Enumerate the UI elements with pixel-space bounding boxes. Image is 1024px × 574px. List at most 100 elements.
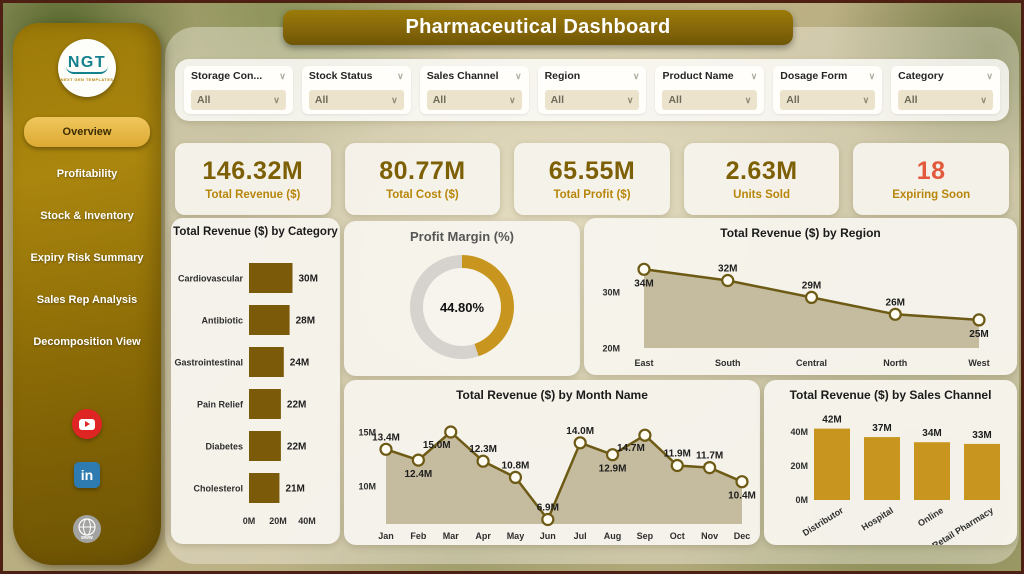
- sidebar-item-profitability[interactable]: Profitability: [56, 168, 118, 180]
- chevron-down-icon: ∨: [980, 94, 988, 105]
- sales-channel-bar-chart[interactable]: 40M 20M 0M 42M Distributor 37M Hospital 34M Onli…: [764, 406, 1017, 545]
- filter-field-header[interactable]: Category ∨: [898, 70, 993, 82]
- data-point-central[interactable]: [804, 290, 819, 305]
- sidebar-item-expiry-risk-summary[interactable]: Expiry Risk Summary: [30, 252, 144, 264]
- svg-text:Pain Relief: Pain Relief: [197, 400, 244, 410]
- data-point-west[interactable]: [972, 313, 986, 327]
- kpi-label: Total Profit ($): [553, 189, 631, 201]
- filter-value-dropdown[interactable]: All ∨: [544, 90, 640, 110]
- chart-title: Total Revenue ($) by Category: [173, 226, 338, 238]
- chevron-down-icon: ∨: [273, 94, 280, 105]
- kpi-value: 65.55M: [548, 157, 636, 185]
- svg-text:22M: 22M: [287, 442, 306, 453]
- data-point-aug[interactable]: [605, 448, 620, 462]
- sidebar: NGT NEXT GEN TEMPLATES Overview Profitabi…: [13, 23, 161, 565]
- svg-text:11.7M: 11.7M: [696, 451, 723, 462]
- youtube-icon[interactable]: [72, 409, 102, 439]
- month-area-chart[interactable]: 15M 10M 13.4M Jan 12.4M Feb 15.0M Mar 12.3M Apr 10…: [344, 406, 760, 545]
- filter-value-dropdown[interactable]: All ∨: [308, 90, 404, 110]
- donut-center-value: 44.80%: [423, 268, 501, 346]
- bar-diabetes[interactable]: [249, 431, 281, 461]
- bar-gastrointestinal[interactable]: [249, 347, 284, 377]
- svg-text:Antibiotic: Antibiotic: [202, 316, 244, 326]
- svg-text:Hospital: Hospital: [860, 505, 895, 532]
- profit-margin-donut[interactable]: 44.80%: [410, 255, 514, 359]
- bar-online[interactable]: [914, 442, 950, 500]
- filter-label: Stock Status: [308, 70, 373, 82]
- filter-field-header[interactable]: Sales Channel ∨: [427, 70, 522, 82]
- svg-text:14.0M: 14.0M: [566, 426, 594, 437]
- data-point-south[interactable]: [721, 273, 735, 288]
- data-point-may[interactable]: [508, 470, 523, 485]
- filter-dosage-form: Dosage Form ∨ All ∨: [773, 66, 883, 114]
- svg-text:34M: 34M: [922, 428, 941, 439]
- svg-text:Diabetes: Diabetes: [205, 442, 243, 452]
- svg-text:Central: Central: [796, 358, 827, 368]
- data-point-jan[interactable]: [379, 442, 393, 456]
- logo-subtext: NEXT GEN TEMPLATES: [60, 76, 114, 82]
- chart-title: Total Revenue ($) by Sales Channel: [789, 388, 992, 402]
- bar-hospital[interactable]: [864, 437, 900, 500]
- data-point-mar[interactable]: [444, 425, 458, 439]
- data-point-oct[interactable]: [670, 458, 684, 473]
- filter-field-header[interactable]: Storage Con... ∨: [191, 70, 286, 82]
- bar-distributor[interactable]: [814, 428, 850, 500]
- bar-pain-relief[interactable]: [249, 389, 281, 419]
- data-point-feb[interactable]: [411, 453, 425, 467]
- data-point-nov[interactable]: [703, 460, 717, 475]
- website-globe-icon[interactable]: www: [72, 514, 102, 544]
- filter-value-dropdown[interactable]: All ∨: [780, 90, 876, 110]
- svg-text:Online: Online: [916, 505, 945, 528]
- filter-value-dropdown[interactable]: All ∨: [662, 90, 758, 110]
- category-bar-chart[interactable]: Cardiovascular 30M Antibiotic 28M Gastrointe…: [171, 248, 340, 544]
- filter-label: Region: [544, 70, 581, 82]
- linkedin-icon[interactable]: in: [74, 462, 100, 488]
- chevron-down-icon: ∨: [868, 70, 876, 81]
- svg-text:Cardiovascular: Cardiovascular: [178, 274, 244, 284]
- data-point-east[interactable]: [637, 262, 651, 276]
- data-point-jun[interactable]: [541, 512, 555, 527]
- filter-row: Storage Con... ∨ All ∨ Stock Status ∨ All ∨ …: [175, 59, 1009, 121]
- svg-text:Dec: Dec: [734, 531, 751, 541]
- svg-text:0M: 0M: [243, 516, 256, 526]
- data-point-north[interactable]: [888, 307, 902, 321]
- kpi-value: 146.32M: [202, 157, 304, 185]
- svg-text:20M: 20M: [269, 516, 287, 526]
- filter-value-dropdown[interactable]: All ∨: [898, 90, 994, 110]
- sidebar-item-stock-inventory[interactable]: Stock & Inventory: [40, 210, 134, 222]
- bar-cholesterol[interactable]: [249, 473, 280, 503]
- filter-field-header[interactable]: Stock Status ∨: [309, 70, 404, 82]
- data-point-jul[interactable]: [573, 436, 587, 450]
- page-title: Pharmaceutical Dashboard: [283, 10, 793, 45]
- chevron-down-icon: ∨: [279, 70, 286, 81]
- region-area-chart[interactable]: 30M 20M 34M East 32M South 29M Central 26M North 2…: [584, 244, 1017, 375]
- bar-cardiovascular[interactable]: [249, 263, 293, 293]
- data-point-sep[interactable]: [638, 428, 652, 442]
- bar-retail-pharmacy[interactable]: [964, 443, 1000, 500]
- kpi-card-total-revenue: 146.32M Total Revenue ($): [175, 143, 331, 215]
- data-point-dec[interactable]: [735, 475, 749, 489]
- filter-field-header[interactable]: Product Name ∨: [662, 70, 757, 82]
- kpi-label: Total Cost ($): [386, 189, 459, 201]
- svg-text:Nov: Nov: [701, 531, 718, 541]
- chart-card-region: Total Revenue ($) by Region 30M 20M 34M Eas…: [584, 218, 1017, 375]
- svg-text:14.7M: 14.7M: [617, 443, 645, 454]
- filter-field-header[interactable]: Dosage Form ∨: [780, 70, 875, 82]
- svg-text:Apr: Apr: [475, 531, 491, 541]
- svg-text:Jan: Jan: [378, 531, 394, 541]
- filter-field-header[interactable]: Region ∨: [545, 70, 640, 82]
- sidebar-item-overview[interactable]: Overview: [24, 117, 150, 147]
- filter-value-dropdown[interactable]: All ∨: [426, 90, 522, 110]
- filter-value-dropdown[interactable]: All ∨: [191, 90, 286, 110]
- chart-card-month: Total Revenue ($) by Month Name 15M 10M 13…: [344, 380, 760, 545]
- svg-text:12.9M: 12.9M: [599, 464, 627, 475]
- sidebar-item-sales-rep-analysis[interactable]: Sales Rep Analysis: [36, 294, 138, 306]
- svg-text:34M: 34M: [634, 278, 653, 289]
- sidebar-item-decomposition-view[interactable]: Decomposition View: [33, 336, 141, 348]
- svg-text:6.9M: 6.9M: [537, 503, 559, 514]
- data-point-apr[interactable]: [476, 454, 490, 468]
- chevron-down-icon: ∨: [744, 94, 752, 105]
- chart-card-profit-margin: Profit Margin (%) 44.80%: [344, 221, 580, 376]
- bar-antibiotic[interactable]: [249, 305, 290, 335]
- svg-text:West: West: [968, 358, 989, 368]
